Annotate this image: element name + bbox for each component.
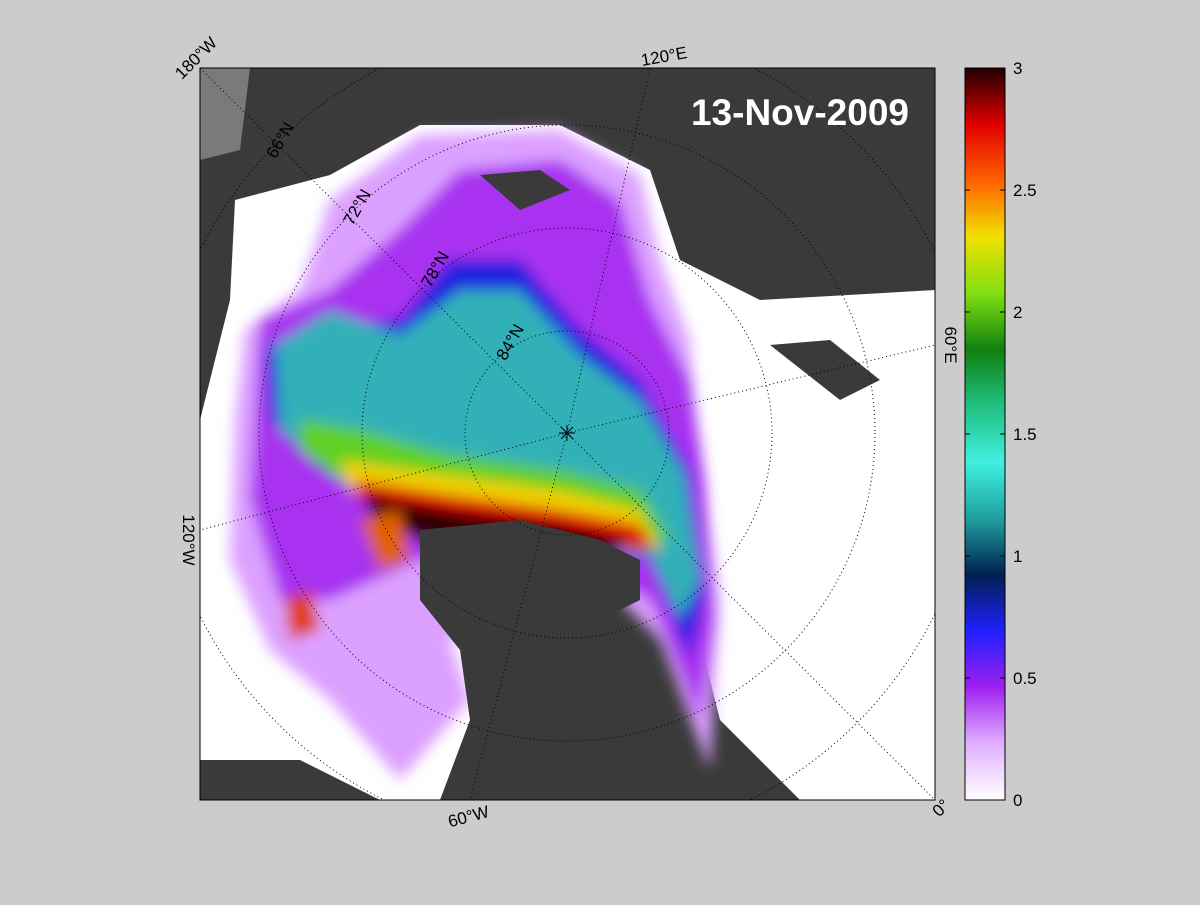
lon-label: 120°W xyxy=(179,514,198,565)
map xyxy=(200,68,935,800)
colorbar-tick-label: 1 xyxy=(1013,547,1022,566)
colorbar-tick-label: 0 xyxy=(1013,791,1022,810)
graticule xyxy=(200,68,935,800)
map-frame xyxy=(199,67,936,801)
colorbar-tick-label: 2.5 xyxy=(1013,181,1037,200)
colorbar-tick-label: 0.5 xyxy=(1013,669,1037,688)
colorbar-tick-label: 2 xyxy=(1013,303,1022,322)
colorbar-tick-label: 3 xyxy=(1013,59,1022,78)
sea-ice xyxy=(230,130,720,780)
outside xyxy=(200,68,250,160)
pole xyxy=(559,425,575,441)
colorbar xyxy=(964,67,1006,801)
islands xyxy=(420,170,880,800)
date-label: 13-Nov-2009 xyxy=(691,92,909,133)
lon-label: 60°E xyxy=(941,326,960,363)
colorbar-tick-label: 1.5 xyxy=(1013,425,1037,444)
